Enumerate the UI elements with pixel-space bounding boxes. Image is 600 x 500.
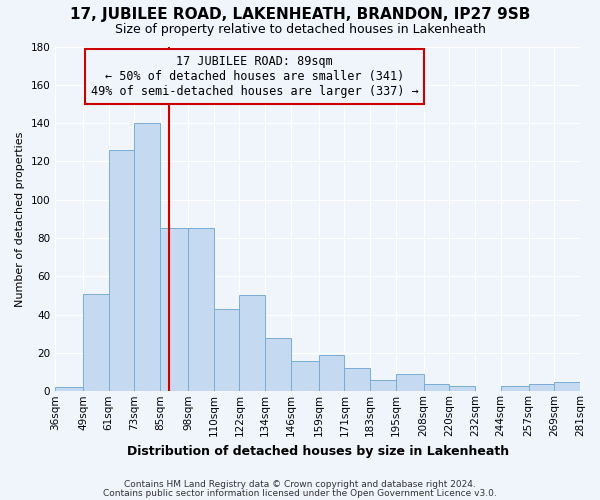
Y-axis label: Number of detached properties: Number of detached properties: [15, 131, 25, 306]
Bar: [449, 386, 475, 392]
X-axis label: Distribution of detached houses by size in Lakenheath: Distribution of detached houses by size …: [127, 444, 509, 458]
Bar: [344, 368, 370, 392]
Bar: [424, 384, 449, 392]
Text: 17 JUBILEE ROAD: 89sqm
← 50% of detached houses are smaller (341)
49% of semi-de: 17 JUBILEE ROAD: 89sqm ← 50% of detached…: [91, 55, 418, 98]
Bar: [83, 294, 109, 392]
Bar: [319, 355, 344, 392]
Bar: [370, 380, 396, 392]
Bar: [55, 388, 83, 392]
Bar: [265, 338, 291, 392]
Bar: [134, 123, 160, 392]
Bar: [396, 374, 424, 392]
Bar: [239, 296, 265, 392]
Text: Contains HM Land Registry data © Crown copyright and database right 2024.: Contains HM Land Registry data © Crown c…: [124, 480, 476, 489]
Text: 17, JUBILEE ROAD, LAKENHEATH, BRANDON, IP27 9SB: 17, JUBILEE ROAD, LAKENHEATH, BRANDON, I…: [70, 8, 530, 22]
Text: Size of property relative to detached houses in Lakenheath: Size of property relative to detached ho…: [115, 22, 485, 36]
Bar: [291, 360, 319, 392]
Text: Contains public sector information licensed under the Open Government Licence v3: Contains public sector information licen…: [103, 488, 497, 498]
Bar: [109, 150, 134, 392]
Bar: [554, 382, 580, 392]
Bar: [188, 228, 214, 392]
Bar: [501, 386, 529, 392]
Bar: [160, 228, 188, 392]
Bar: [529, 384, 554, 392]
Bar: [214, 309, 239, 392]
